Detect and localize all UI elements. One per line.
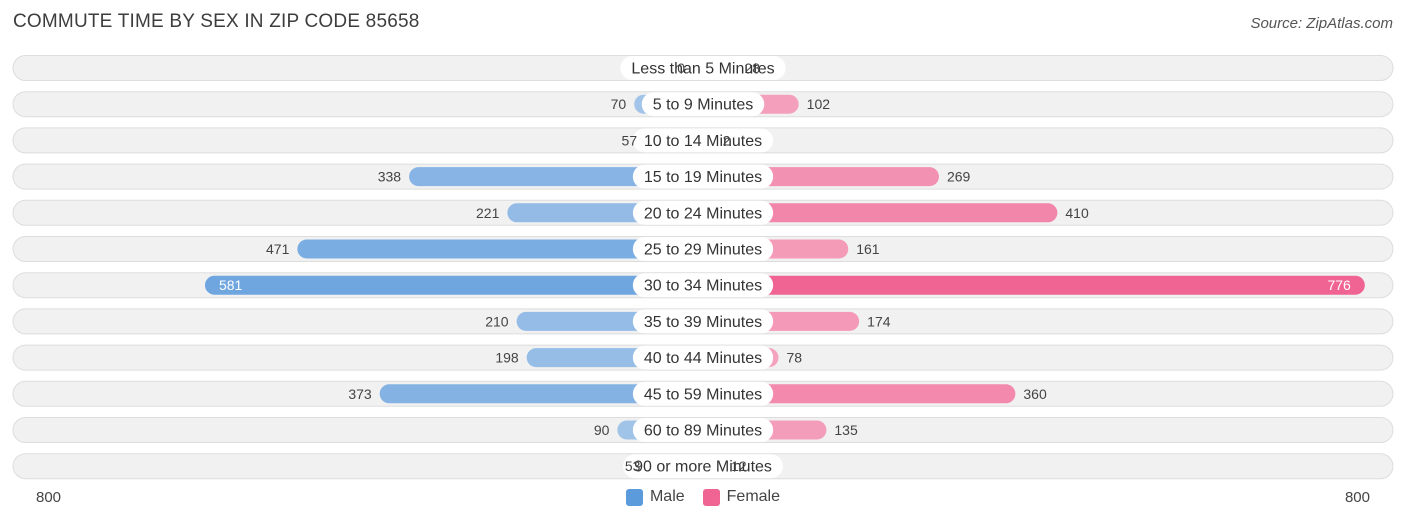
value-label-male: 471 — [266, 241, 290, 257]
bar-male — [297, 239, 703, 259]
value-label-male: 198 — [495, 350, 519, 366]
category-label-pill — [632, 381, 774, 406]
category-label-pill — [632, 164, 774, 189]
value-label-male: 53 — [625, 458, 641, 474]
value-label-female: 2 — [723, 132, 731, 148]
legend-swatch-male — [625, 488, 643, 506]
category-label: 30 to 34 Minutes — [644, 278, 762, 295]
value-label-male: 581 — [219, 277, 243, 293]
bar-female — [703, 275, 1365, 295]
category-label: 10 to 14 Minutes — [644, 133, 762, 150]
bar-male — [409, 167, 703, 187]
value-label-female: 78 — [787, 350, 803, 366]
value-label-male: 373 — [348, 386, 372, 402]
axis-left-label: 800 — [36, 489, 62, 506]
category-label-pill — [632, 309, 774, 334]
legend-label-male: Male — [649, 488, 685, 505]
category-label-pill — [632, 200, 774, 225]
legend-label-female: Female — [726, 488, 781, 505]
bar-male — [204, 275, 703, 295]
bar-female — [703, 203, 1058, 223]
bar-male — [379, 384, 703, 404]
value-label-male: 338 — [378, 169, 402, 185]
value-label-female: 174 — [867, 313, 891, 329]
value-label-female: 102 — [807, 96, 831, 112]
category-label: 40 to 44 Minutes — [644, 350, 762, 367]
category-label-pill — [632, 128, 774, 153]
value-label-female: 161 — [856, 241, 880, 257]
value-label-male: 57 — [622, 132, 638, 148]
value-label-male: 221 — [476, 205, 500, 221]
category-label: 35 to 39 Minutes — [644, 314, 762, 331]
category-label-pill — [632, 345, 774, 370]
source-label: Source: ZipAtlas.com — [1250, 15, 1393, 32]
bar-female — [703, 384, 1016, 404]
value-label-female: 28 — [745, 60, 761, 76]
legend-item-female[interactable]: Female — [702, 488, 781, 506]
value-label-male: 210 — [485, 313, 509, 329]
value-label-female: 12 — [731, 458, 747, 474]
value-label-female: 410 — [1065, 205, 1089, 221]
category-label-pill — [632, 418, 774, 442]
category-label-pill — [641, 92, 765, 117]
category-label: 45 to 59 Minutes — [644, 386, 762, 403]
legend: Male Female — [0, 488, 1406, 506]
legend-swatch-female — [702, 488, 720, 506]
category-label-pill — [632, 273, 774, 298]
category-label: 60 to 89 Minutes — [644, 423, 762, 440]
value-label-male: 70 — [611, 96, 627, 112]
category-label: 90 or more Minutes — [634, 459, 772, 476]
category-label-pill — [623, 454, 783, 479]
category-label: 20 to 24 Minutes — [644, 205, 762, 222]
value-label-male: 0 — [677, 60, 685, 76]
category-label: 25 to 29 Minutes — [644, 242, 762, 259]
legend-item-male[interactable]: Male — [625, 488, 685, 506]
value-label-female: 135 — [834, 422, 858, 438]
value-label-female: 269 — [947, 169, 971, 185]
value-label-female: 776 — [1327, 277, 1351, 293]
value-label-female: 360 — [1023, 386, 1047, 402]
axis-right-label: 800 — [1344, 489, 1370, 506]
value-label-male: 90 — [594, 422, 610, 438]
category-label: Less than 5 Minutes — [631, 61, 774, 78]
category-label: 5 to 9 Minutes — [653, 97, 754, 114]
category-label: 15 to 19 Minutes — [644, 169, 762, 186]
category-label-pill — [620, 56, 786, 80]
chart-title: COMMUTE TIME BY SEX IN ZIP CODE 85658 — [13, 11, 420, 32]
category-label-pill — [632, 237, 774, 261]
